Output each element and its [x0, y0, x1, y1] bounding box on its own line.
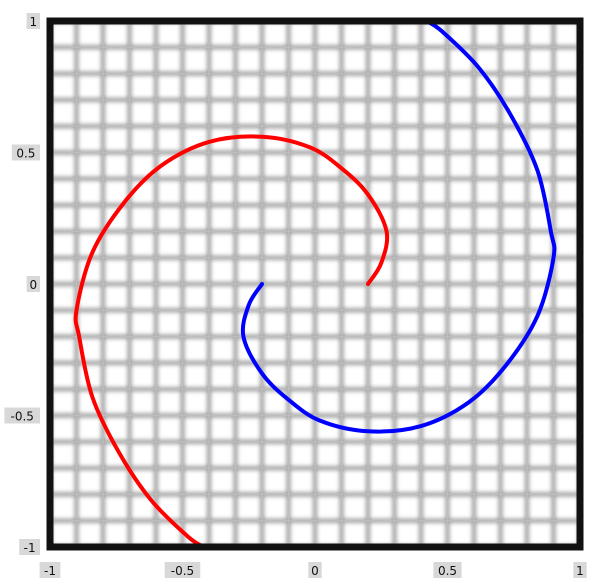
y-tick-label-bg [19, 539, 40, 555]
y-tick-label-bg [26, 13, 40, 29]
series-line-1 [73, 134, 390, 547]
x-tick-label-bg [39, 562, 61, 578]
x-tick-label-bg [308, 562, 322, 578]
y-tick-label-bg [11, 144, 41, 161]
x-tick-label: -0.5 [171, 564, 194, 578]
y-axis-ticks: -1 -0.5 0 0.5 1 [4, 13, 41, 555]
x-tick-label: 0.5 [438, 564, 457, 578]
y-tick-label: 0.5 [16, 147, 35, 161]
x-tick-label-bg [164, 562, 201, 578]
y-tick-label: -0.5 [10, 410, 33, 424]
y-tick-label: -1 [24, 541, 36, 555]
series-line-2 [240, 21, 557, 434]
y-tick-label-bg [26, 276, 40, 292]
x-tick-label: 0 [311, 564, 319, 578]
series-layer [73, 21, 557, 547]
x-tick-label: 1 [576, 564, 584, 578]
gridlines [50, 21, 580, 547]
x-tick-label: -1 [44, 564, 56, 578]
y-tick-label: 0 [29, 278, 37, 292]
y-tick-label-bg [4, 407, 40, 424]
x-tick-label-bg [433, 562, 462, 578]
x-tick-label-bg [573, 562, 587, 578]
y-tick-label: 1 [29, 15, 37, 29]
x-axis-ticks: -1 -0.5 0 0.5 1 [39, 562, 587, 578]
plot-frame [46, 17, 584, 551]
